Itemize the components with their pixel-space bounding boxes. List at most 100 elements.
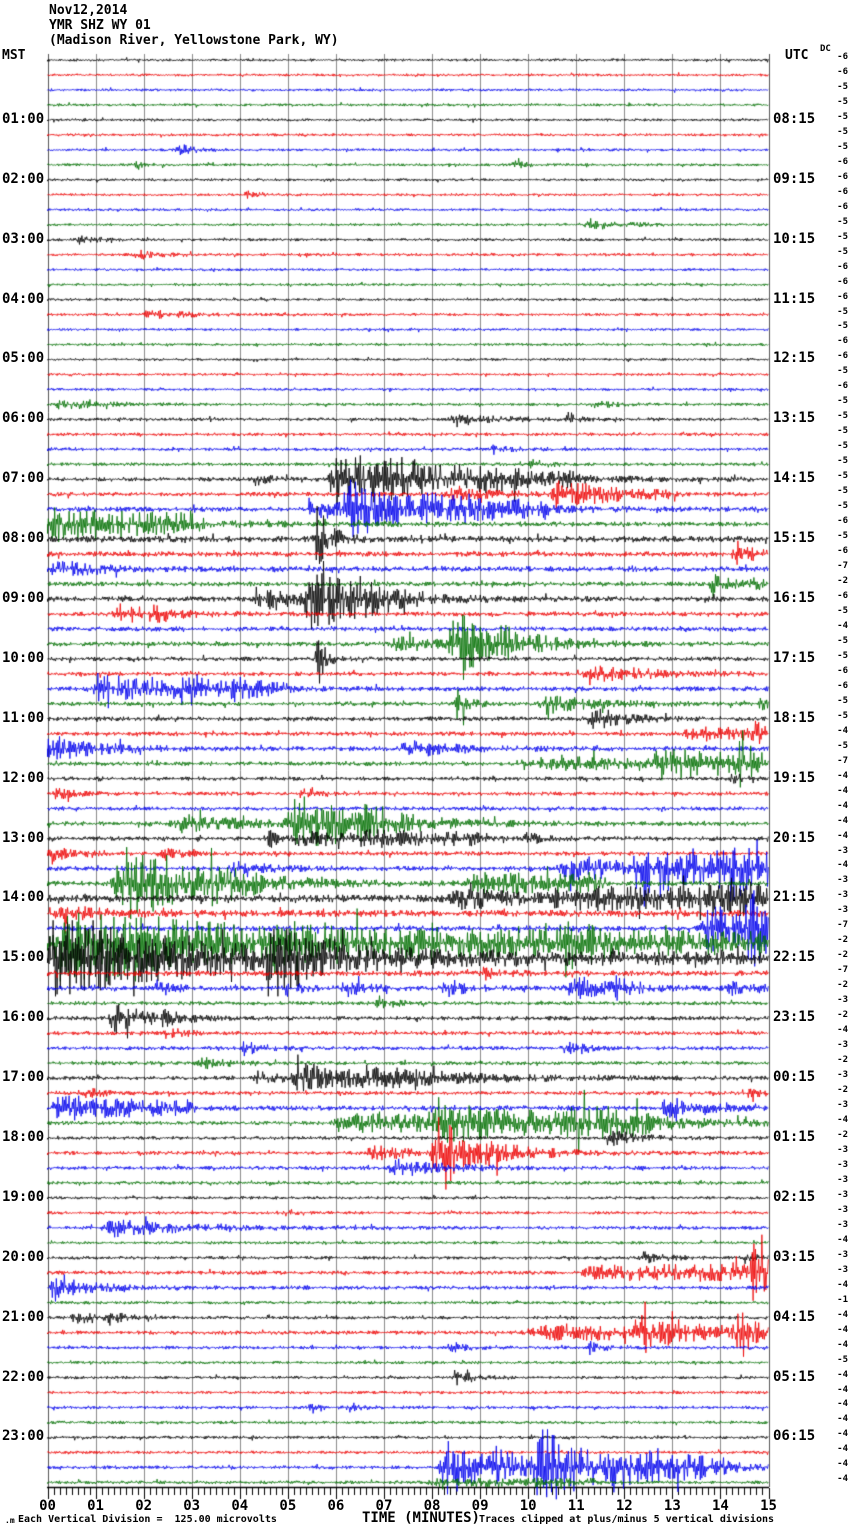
minute-tick-label: 05 xyxy=(279,1498,297,1514)
dc-offset-value: -2 xyxy=(837,950,848,961)
mst-hour-label: 02:00 xyxy=(2,170,45,187)
dc-offset-value: -5 xyxy=(837,486,848,497)
dc-offset-value: -5 xyxy=(837,96,848,107)
dc-offset-value: -3 xyxy=(837,875,848,886)
minute-tick-label: 00 xyxy=(39,1498,56,1514)
dc-offset-value: -5 xyxy=(837,411,848,422)
mst-hour-label: 15:00 xyxy=(2,949,45,966)
mst-hour-label: 20:00 xyxy=(2,1248,45,1265)
mst-hour-label: 12:00 xyxy=(2,769,45,786)
dc-offset-value: -4 xyxy=(837,1279,848,1290)
utc-hour-label: 04:15 xyxy=(773,1308,816,1325)
dc-offset-value: -6 xyxy=(837,276,848,287)
utc-hour-label: 18:15 xyxy=(773,709,816,726)
dc-offset-value: -3 xyxy=(837,845,848,856)
minute-tick-label: 04 xyxy=(231,1498,249,1514)
minute-tick-label: 10 xyxy=(519,1498,537,1514)
dc-offset-value: -6 xyxy=(837,171,848,182)
utc-hour-label: 23:15 xyxy=(773,1009,816,1026)
dc-offset-value: -2 xyxy=(837,935,848,946)
dc-offset-value: -5 xyxy=(837,306,848,317)
dc-offset-value: -5 xyxy=(837,710,848,721)
left-axis-header-mst: MST xyxy=(2,48,26,63)
dc-offset-value: -4 xyxy=(837,1025,848,1036)
dc-offset-value: -3 xyxy=(837,1204,848,1215)
utc-hour-label: 12:15 xyxy=(773,350,816,367)
dc-offset-value: -7 xyxy=(837,561,848,572)
dc-offset-value: -4 xyxy=(837,785,848,796)
dc-offset-value: -5 xyxy=(837,501,848,512)
minute-tick-label: 13 xyxy=(663,1498,681,1514)
dc-offset-value: -3 xyxy=(837,1040,848,1051)
dc-offset-value: -2 xyxy=(837,1085,848,1096)
x-axis-title: TIME (MINUTES) xyxy=(361,1510,480,1526)
mst-hour-label: 03:00 xyxy=(2,230,45,247)
dc-offset-value: -4 xyxy=(837,770,848,781)
dc-offset-value: -6 xyxy=(837,336,848,347)
dc-offset-value: -6 xyxy=(837,52,848,62)
dc-offset-value: -7 xyxy=(837,755,848,766)
scale-note: Each Vertical Division = 125.00 microvol… xyxy=(18,1514,277,1525)
dc-offset-value: -3 xyxy=(837,905,848,916)
dc-offset-value: -4 xyxy=(837,1115,848,1125)
dc-offset-value: -3 xyxy=(837,1249,848,1260)
corner-glyph: .m xyxy=(5,1516,15,1525)
mst-hour-label: 04:00 xyxy=(2,290,45,307)
dc-offset-value: -5 xyxy=(837,441,848,452)
utc-hour-label: 15:15 xyxy=(773,530,816,547)
dc-offset-value: -4 xyxy=(837,860,848,871)
dc-offset-value: -4 xyxy=(837,1444,848,1455)
utc-hour-label: 14:15 xyxy=(773,470,816,487)
dc-offset-value: -5 xyxy=(837,126,848,137)
mst-hour-label: 23:00 xyxy=(2,1428,45,1445)
dc-offset-value: -6 xyxy=(837,590,848,601)
clip-note: Traces clipped at plus/minus 5 vertical … xyxy=(479,1514,775,1525)
utc-hour-label: 08:15 xyxy=(773,110,816,127)
mst-hour-label: 09:00 xyxy=(2,589,45,606)
dc-offset-value: -4 xyxy=(837,1309,848,1320)
dc-offset-value: -4 xyxy=(837,1414,848,1425)
dc-offset-value: -5 xyxy=(837,650,848,661)
utc-hour-label: 22:15 xyxy=(773,949,816,966)
utc-hour-label: 05:15 xyxy=(773,1368,816,1385)
dc-offset-value: -4 xyxy=(837,1339,848,1350)
dc-offset-value: -4 xyxy=(837,800,848,811)
utc-hour-label: 03:15 xyxy=(773,1248,816,1265)
dc-offset-value: -3 xyxy=(837,1144,848,1155)
dc-offset-value: -6 xyxy=(837,156,848,167)
mst-hour-label: 05:00 xyxy=(2,350,45,367)
dc-offset-value: -2 xyxy=(837,1129,848,1140)
dc-offset-value: -4 xyxy=(837,1474,848,1485)
dc-offset-value: -6 xyxy=(837,291,848,302)
utc-hour-label: 21:15 xyxy=(773,889,816,906)
minute-tick-label: 15 xyxy=(760,1498,777,1514)
mst-hour-label: 06:00 xyxy=(2,410,45,427)
dc-offset-value: -3 xyxy=(837,1189,848,1200)
dc-offset-value: -4 xyxy=(837,1429,848,1440)
minute-tick-label: 06 xyxy=(327,1498,345,1514)
utc-hour-label: 09:15 xyxy=(773,170,816,187)
mst-hour-label: 01:00 xyxy=(2,110,45,127)
dc-offset-value: -5 xyxy=(837,426,848,437)
dc-offset-value: -6 xyxy=(837,201,848,212)
minute-tick-label: 09 xyxy=(471,1498,489,1514)
dc-offset-value: -6 xyxy=(837,680,848,691)
utc-hour-label: 02:15 xyxy=(773,1188,816,1205)
dc-offset-value: -6 xyxy=(837,186,848,197)
header-date: Nov12,2014 xyxy=(49,3,128,18)
utc-hour-label: 19:15 xyxy=(773,769,816,786)
dc-offset-value: -5 xyxy=(837,531,848,542)
minute-tick-label: 11 xyxy=(567,1498,585,1514)
mst-hour-label: 14:00 xyxy=(2,889,45,906)
dc-offset-value: -6 xyxy=(837,381,848,392)
dc-offset-value: -3 xyxy=(837,1219,848,1230)
dc-offset-value: -3 xyxy=(837,995,848,1006)
dc-offset-value: -5 xyxy=(837,231,848,242)
dc-offset-value: -5 xyxy=(837,216,848,227)
dc-offset-value: -3 xyxy=(837,1159,848,1170)
dc-offset-value: -4 xyxy=(837,1399,848,1410)
minute-tick-label: 01 xyxy=(87,1498,104,1514)
dc-offset-value: -5 xyxy=(837,471,848,482)
